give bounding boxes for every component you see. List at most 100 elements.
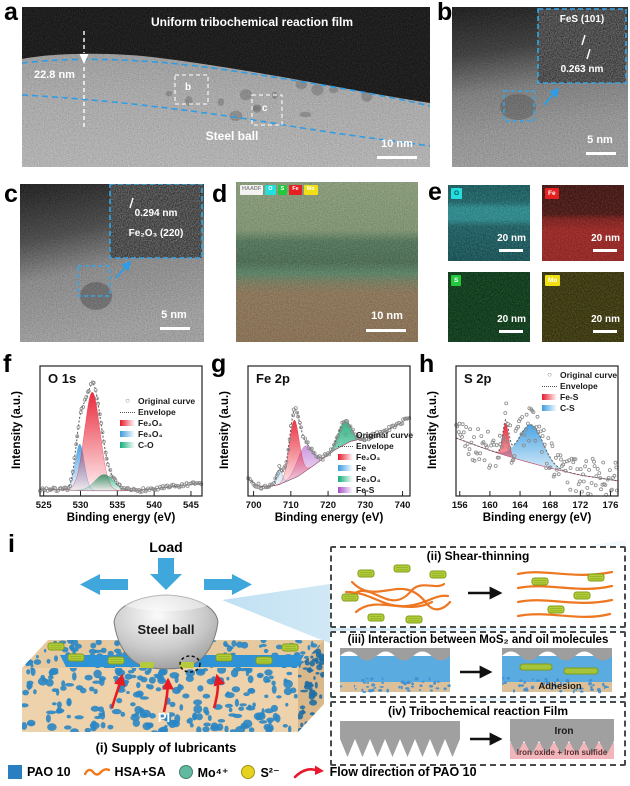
legend-item-3: Mo⁴⁺ [178, 765, 229, 780]
fill-swatch [120, 442, 135, 448]
thickness-label: 22.8 nm [34, 69, 75, 81]
scale-bar [499, 330, 523, 333]
x-axis-label: Binding energy (eV) [482, 512, 592, 524]
legend-row: ○ Original curve [542, 370, 617, 380]
contact-zone-circle [179, 655, 201, 673]
oil-flow-arrows [110, 673, 225, 713]
element-chip: Fe [545, 188, 559, 199]
legend-label: Original curve [356, 430, 414, 440]
porous-pi-block [22, 640, 324, 732]
y-axis-label: Intensity (a.u.) [427, 391, 439, 469]
panel-letter-b: b [437, 0, 453, 26]
box-b-label: b [185, 82, 192, 93]
circle-swatch [241, 765, 256, 779]
panel-letter-a: a [4, 0, 18, 26]
panel-a-tem-image: Uniform tribochemical reaction film 22.8… [22, 7, 430, 167]
legend-row: Fe [338, 463, 413, 473]
lattice-spacing-marks [129, 197, 134, 209]
xps-chart-h: 156 160 164 168 172 176 S 2p [452, 365, 619, 511]
scale-label: 20 nm [497, 233, 526, 244]
marker-icon: ○ [125, 396, 130, 405]
inset-spacing-label: 0.263 nm [560, 64, 604, 75]
inset-pointer-arrow [115, 260, 132, 279]
x-tick-label: 730 [357, 500, 373, 511]
scale-label: 10 nm [371, 310, 403, 322]
fill-swatch [338, 476, 353, 482]
eds-overlay-map [236, 182, 418, 342]
envelope-line-icon [120, 411, 135, 413]
legend-item-label: Flow direction of PAO 10 [329, 765, 477, 779]
pi-label: PI [158, 710, 170, 725]
scale-label: 5 nm [161, 309, 187, 321]
tribofilm-diagram: Iron Iron oxide + Iron sulfide [340, 719, 614, 759]
legend-label: Fe-S [560, 392, 579, 402]
xps-panel-O1s: f 525 530 535 540 545 O 1s ○ Original curve Enve… [3, 350, 212, 538]
envelope-line-icon [338, 445, 353, 447]
x-tick-label: 545 [183, 500, 200, 511]
legend-row: ○ Original curve [120, 396, 195, 406]
fill-swatch [120, 420, 135, 426]
legend-label: Fe₃O₄ [356, 474, 381, 484]
tem-micrograph-b [452, 7, 628, 167]
scale-label: 10 nm [381, 138, 413, 150]
legend-item-label: Mo⁴⁺ [197, 765, 229, 780]
x-tick-label: 164 [512, 500, 529, 511]
scale-bar [160, 327, 190, 330]
panel-d-eds-overlay-map: HAADF O S Fe Mo 10 nm [236, 182, 418, 342]
tem-micrograph-a [22, 7, 430, 167]
legend-item-label: HSA+SA [114, 765, 166, 779]
panel-letter-c: c [4, 180, 18, 208]
adhesion-label: Adhesion [538, 681, 581, 692]
iron-products-label: Iron oxide + Iron sulfide [517, 748, 608, 757]
scale-bar [377, 156, 417, 159]
interaction-title: (iii) Interaction between MoS₂ and oil m… [347, 634, 609, 646]
legend-item-1: PAO 10 [8, 765, 71, 779]
eds-chip-O: O [265, 185, 276, 195]
legend-item-5: Flow direction of PAO 10 [293, 765, 477, 779]
x-tick-label: 156 [452, 500, 468, 511]
fill-swatch [338, 454, 353, 460]
box-c-label: c [262, 103, 268, 114]
plot-frame [455, 365, 619, 497]
shear-thinning-diagram [341, 564, 614, 624]
marker-icon: ○ [547, 370, 552, 379]
interaction-box: (iii) Interaction between MoS₂ and oil m… [330, 631, 626, 698]
scale-bar [366, 329, 406, 332]
fill-swatch [542, 405, 557, 411]
eds-chip-Fe: Fe [289, 185, 302, 195]
rough-iron-surface [340, 721, 460, 757]
x-tick-label: 172 [572, 500, 588, 511]
legend-label: Fe₂O₃ [138, 418, 163, 428]
panel-c-hrtem-image: 0.294 nm Fe₂O₃ (220) 5 nm [20, 184, 204, 342]
shear-thinning-box: (ii) Shear-thinning [330, 546, 626, 628]
legend-label: Fe-S [356, 485, 375, 495]
xps-panel-S2p: h 156 160 164 168 172 176 S 2p ○ Original curve E… [419, 350, 628, 538]
plot-frame [39, 365, 203, 497]
reacted-surface [510, 719, 614, 759]
adsorbed-platelets [563, 667, 599, 675]
y-axis-label: Intensity (a.u.) [11, 391, 23, 469]
inset-phase-label: Fe₂O₃ (220) [128, 228, 184, 239]
eds-map-Mo: Mo 20 nm [542, 272, 624, 342]
x-tick-label: 540 [146, 500, 162, 511]
eds-chip-Mo: Mo [303, 185, 318, 195]
lattice-spacing-marks [586, 48, 591, 60]
scatter-points [454, 401, 619, 497]
panel-letter-d: d [212, 180, 228, 208]
element-chip: O [451, 188, 463, 199]
panel-letter-i: i [8, 530, 15, 558]
legend-row: Fe₃O₄ [120, 429, 195, 439]
scatter-points [246, 406, 412, 491]
iron-label: Iron [555, 726, 574, 737]
tem-micrograph-c [20, 184, 204, 342]
legend-row: ○ Original curve [338, 430, 413, 440]
xps-panel-Fe2p: g 700 710 720 730 740 Fe 2p ○ Original curve Env… [211, 350, 420, 538]
legend-item-4: S²⁻ [241, 765, 280, 780]
element-chip: S [451, 275, 462, 286]
slide-left-arrow [80, 574, 128, 595]
interaction-diagram: Adhesion [339, 648, 612, 694]
tribofilm-box: (iv) Tribochemical reaction Film Iron Ir… [330, 701, 626, 766]
platelets-aligned [531, 573, 605, 614]
plot-frame [247, 365, 411, 497]
hrtem-inset [537, 8, 627, 84]
